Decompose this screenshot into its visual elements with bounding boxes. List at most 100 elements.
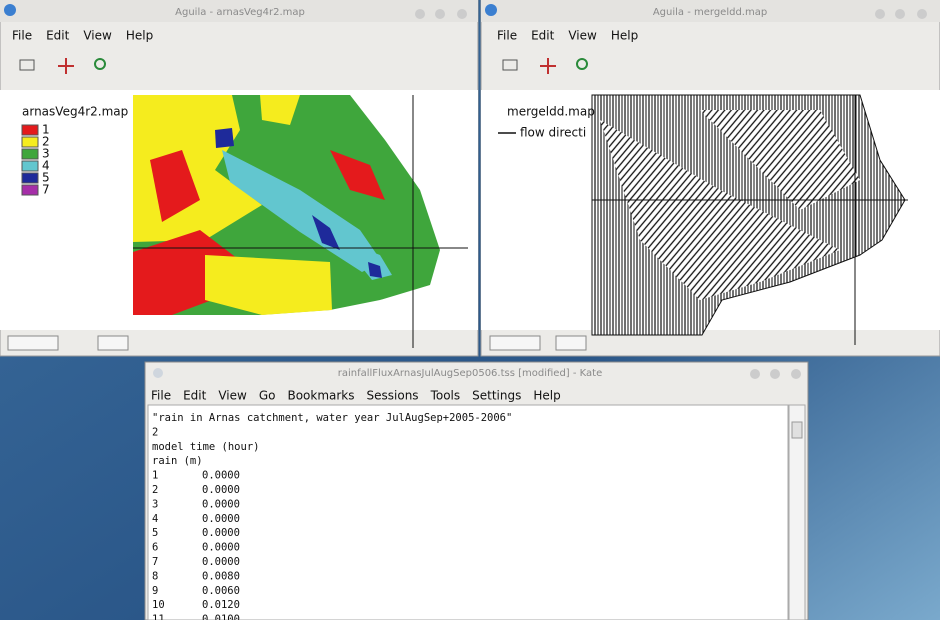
map-area <box>215 128 234 148</box>
legend-label: 4 <box>42 159 50 173</box>
legend-swatch <box>21 184 39 196</box>
menu-item[interactable]: Edit <box>46 29 70 43</box>
toolbar-button[interactable] <box>502 59 518 71</box>
text-line: 4 <box>152 513 158 525</box>
legend-swatch <box>21 148 39 160</box>
text-line: model time (hour) <box>152 441 259 453</box>
text-line: 0.0000 <box>202 498 240 510</box>
toolbar-button[interactable] <box>58 58 74 74</box>
menu-item[interactable]: Help <box>126 29 153 43</box>
menu-item[interactable]: Sessions <box>367 389 419 403</box>
toolbar-button[interactable] <box>19 59 35 71</box>
toolbar-button[interactable] <box>94 58 106 70</box>
menu-item[interactable]: View <box>83 29 112 43</box>
text-line: 0.0080 <box>202 570 240 582</box>
toolbar-button[interactable] <box>576 58 588 70</box>
window-button[interactable] <box>875 9 885 19</box>
map-area <box>205 255 332 315</box>
menu-item[interactable]: File <box>12 29 32 43</box>
window-title: rainfallFluxArnasJulAugSep0506.tss [modi… <box>338 368 603 379</box>
text-line: 0.0000 <box>202 470 240 482</box>
text-line: 0.0060 <box>202 585 240 597</box>
toolbar-button[interactable] <box>540 58 556 74</box>
legend-swatch <box>21 172 39 184</box>
menu-item[interactable]: Go <box>259 389 276 403</box>
scroll-thumb[interactable] <box>791 421 803 439</box>
text-line: 0.0000 <box>202 556 240 568</box>
app-icon <box>4 4 16 16</box>
text-line: 5 <box>152 527 158 539</box>
window-button[interactable] <box>770 369 780 379</box>
scrollbar[interactable] <box>555 335 587 351</box>
window-button[interactable] <box>791 369 801 379</box>
legend-label: 1 <box>42 123 50 137</box>
text-line: 1 <box>152 470 158 482</box>
legend-label: 5 <box>42 171 50 185</box>
menu-item[interactable]: Settings <box>472 389 521 403</box>
legend-label: 3 <box>42 147 50 161</box>
window-title: Aguila - arnasVeg4r2.map <box>175 7 305 18</box>
text-line: 0.0000 <box>202 542 240 554</box>
window-button[interactable] <box>415 9 425 19</box>
menu-item[interactable]: File <box>497 29 517 43</box>
title-bar <box>481 0 940 22</box>
text-line: 0.0000 <box>202 513 240 525</box>
text-line: rain (m) <box>152 455 203 467</box>
legend-swatch <box>21 160 39 172</box>
legend-title: arnasVeg4r2.map <box>22 105 128 119</box>
menu-item[interactable]: Help <box>533 389 560 403</box>
map-area <box>312 215 340 250</box>
text-line: 7 <box>152 556 158 568</box>
menu-item[interactable]: Help <box>611 29 638 43</box>
scrollbar[interactable] <box>788 404 806 620</box>
map-area <box>260 95 300 125</box>
scrollbar[interactable] <box>97 335 129 351</box>
window-button[interactable] <box>895 9 905 19</box>
text-line: 6 <box>152 542 158 554</box>
menu-item[interactable]: Tools <box>430 389 461 403</box>
text-line: 9 <box>152 585 158 597</box>
legend-swatch <box>21 124 39 136</box>
vegetation-map <box>133 95 440 315</box>
ldd-map <box>600 120 840 300</box>
window-button[interactable] <box>457 9 467 19</box>
menu-item[interactable]: Bookmarks <box>287 389 354 403</box>
map-area <box>150 150 200 222</box>
menu-item[interactable]: File <box>151 389 171 403</box>
text-line: 3 <box>152 498 158 510</box>
legend-label: flow directi <box>520 126 586 140</box>
text-area[interactable] <box>147 404 789 620</box>
legend-label: 7 <box>42 183 50 197</box>
text-line: 11 <box>152 614 165 620</box>
text-line: 10 <box>152 599 165 611</box>
text-line: 2 <box>152 426 158 438</box>
map-area <box>330 150 385 200</box>
title-bar <box>0 0 478 22</box>
text-line: "rain in Arnas catchment, water year Jul… <box>152 412 512 424</box>
menu-item[interactable]: Edit <box>183 389 207 403</box>
text-line: 0.0120 <box>202 599 240 611</box>
text-line: 0.0000 <box>202 527 240 539</box>
ldd-map <box>700 110 860 210</box>
legend-label: 2 <box>42 135 50 149</box>
app-icon <box>153 368 163 378</box>
menu-item[interactable]: View <box>218 389 247 403</box>
scrollbar[interactable] <box>7 335 59 351</box>
text-line: 0.0000 <box>202 484 240 496</box>
scrollbar[interactable] <box>489 335 541 351</box>
text-line: 8 <box>152 570 158 582</box>
window-button[interactable] <box>435 9 445 19</box>
map-area <box>368 262 382 278</box>
menu-item[interactable]: Edit <box>531 29 555 43</box>
text-line: 2 <box>152 484 158 496</box>
window-title: Aguila - mergeldd.map <box>653 7 767 18</box>
legend-swatch <box>21 136 39 148</box>
text-line: 0.0100 <box>202 614 240 620</box>
legend-title: mergeldd.map <box>507 105 595 119</box>
window-button[interactable] <box>917 9 927 19</box>
app-icon <box>485 4 497 16</box>
menu-item[interactable]: View <box>568 29 597 43</box>
window-button[interactable] <box>750 369 760 379</box>
